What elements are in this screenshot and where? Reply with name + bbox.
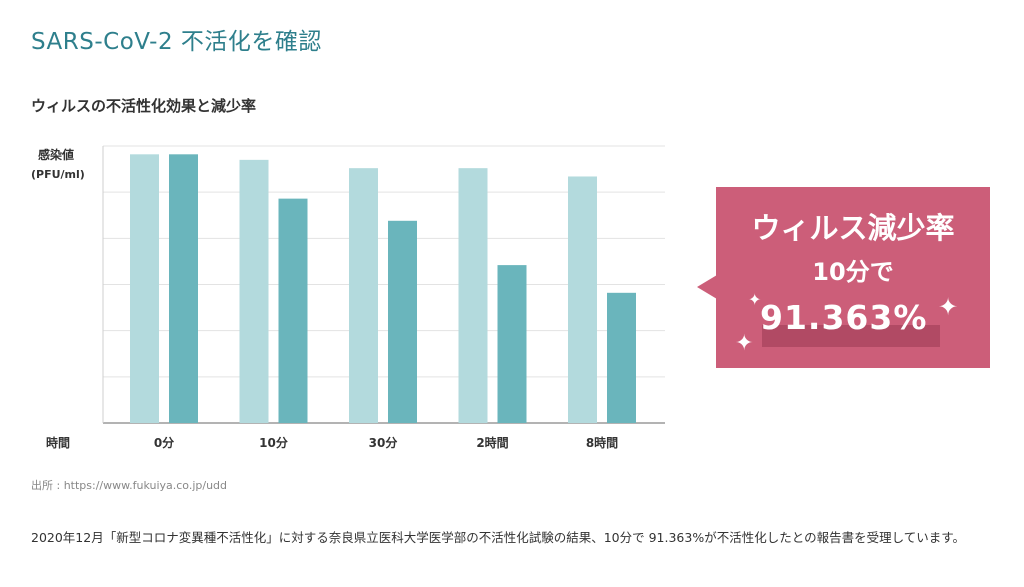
sparkle-icon: ✦ bbox=[748, 290, 762, 309]
x-tick-label: 8時間 bbox=[586, 435, 618, 450]
description-text: 2020年12月「新型コロナ変異種不活性化」に対する奈良県立医科大学医学部の不活… bbox=[31, 530, 965, 545]
bar-light-4 bbox=[568, 176, 597, 423]
callout-headline: ウィルス減少率 bbox=[751, 211, 955, 245]
bar-chart: 0分 10分 30分 2時間 8時間 時間 bbox=[46, 145, 665, 450]
callout-highlight bbox=[762, 325, 940, 347]
page-title: SARS-CoV-2 不活化を確認 bbox=[31, 29, 322, 55]
callout-time: 10分で bbox=[812, 258, 894, 286]
bar-dark-1 bbox=[278, 198, 308, 423]
sparkle-icon: ✦ bbox=[938, 293, 959, 321]
bar-dark-4 bbox=[607, 292, 636, 423]
y-axis-unit: (PFU/ml) bbox=[31, 168, 85, 181]
bar-light-3 bbox=[458, 168, 488, 423]
bar-light-0 bbox=[130, 154, 159, 423]
bar-light-1 bbox=[239, 159, 269, 423]
bar-dark-3 bbox=[497, 265, 527, 423]
callout-percentage: 91.363% bbox=[760, 298, 928, 337]
bar-dark-2 bbox=[388, 220, 417, 423]
callout-pointer bbox=[697, 275, 717, 299]
x-tick-label: 0分 bbox=[154, 435, 174, 450]
chart-title: ウィルスの不活性化効果と減少率 bbox=[31, 97, 257, 115]
bar-dark-0 bbox=[169, 154, 198, 423]
x-tick-label: 10分 bbox=[259, 435, 288, 450]
source-citation: 出所 : https://www.fukuiya.co.jp/udd bbox=[31, 479, 228, 492]
x-tick-label: 2時間 bbox=[476, 435, 508, 450]
chart-bars bbox=[130, 154, 636, 423]
x-tick-label: 30分 bbox=[369, 435, 398, 450]
x-axis-label: 時間 bbox=[46, 435, 70, 450]
sparkle-icon: ✦ bbox=[735, 331, 754, 356]
chart-x-labels: 0分 10分 30分 2時間 8時間 時間 bbox=[46, 435, 618, 450]
y-axis-label: 感染値 bbox=[38, 148, 75, 162]
bar-light-2 bbox=[349, 168, 378, 423]
